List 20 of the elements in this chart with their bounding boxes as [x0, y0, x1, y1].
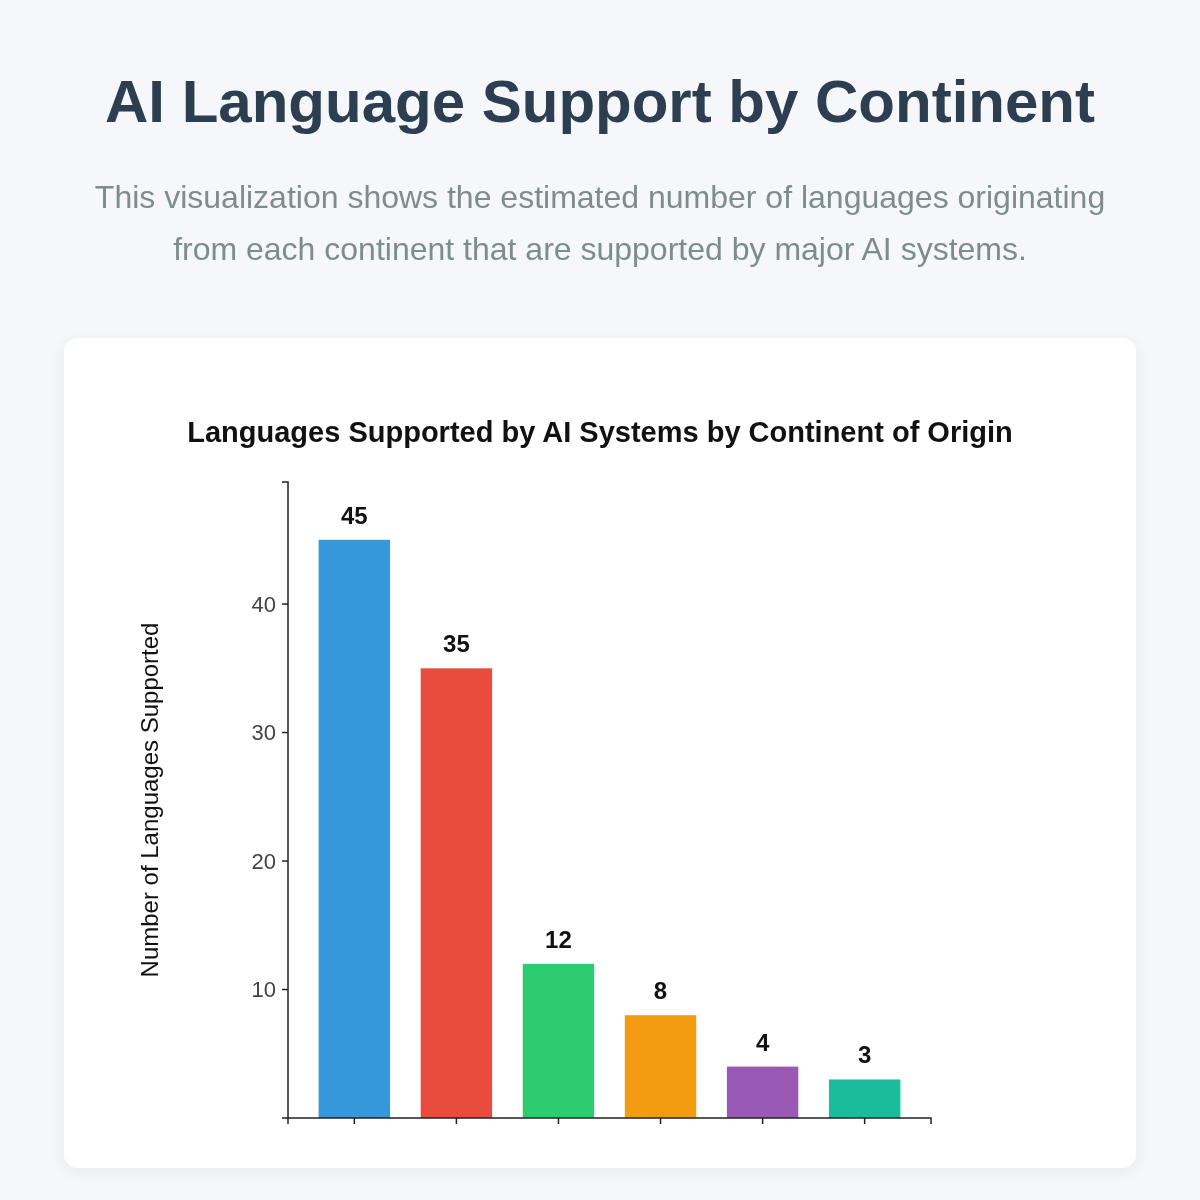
- data-label: 35: [443, 630, 470, 658]
- bar: [726, 1066, 799, 1118]
- text: Languages Supported by AI Systems by Continent of Origin: [187, 416, 1013, 448]
- data-label: 45: [340, 501, 368, 529]
- bar: [420, 668, 493, 1118]
- chart-title: AI Language Support by Continent: [104, 67, 1096, 137]
- y-tick-label: 20: [251, 848, 276, 874]
- data-label: 4: [755, 1028, 770, 1056]
- y-tick-label: 40: [251, 591, 276, 617]
- data-label: 8: [653, 977, 668, 1005]
- bar: [828, 1079, 901, 1118]
- bar: [522, 963, 595, 1118]
- data-label: 12: [545, 925, 572, 953]
- bar: [318, 539, 391, 1118]
- chart-subtitle: This visualization shows the estimated number of languages originating from each continent that are supported by major AI systems.: [93, 178, 1107, 269]
- y-tick-label: 30: [251, 720, 276, 746]
- y-tick-label: 10: [251, 977, 276, 1003]
- data-label: 3: [857, 1041, 872, 1069]
- bar: [624, 1015, 697, 1118]
- y-axis-title: Number of Languages Supported: [136, 622, 163, 978]
